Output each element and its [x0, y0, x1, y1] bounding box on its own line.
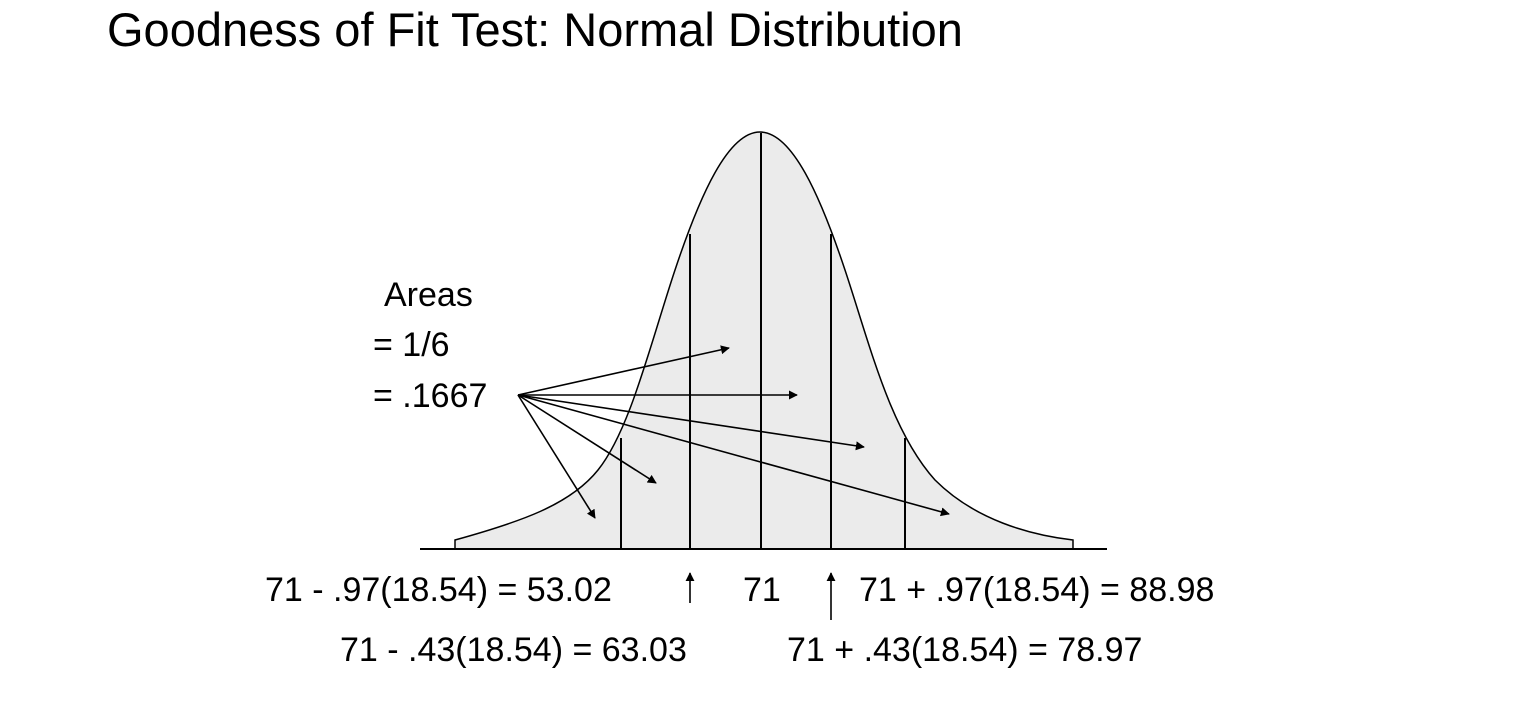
- bell-curve: [454, 131, 1074, 550]
- areas-label-line2: = 1/6: [373, 326, 450, 364]
- boundary-right-outer: 71 + .97(18.54) = 88.98: [859, 571, 1214, 609]
- arrow-region-1: [517, 394, 596, 519]
- areas-label-line3: = .1667: [373, 377, 487, 415]
- boundary-left-inner: 71 - .43(18.54) = 63.03: [340, 631, 687, 669]
- boundary-left-outer: 71 - .97(18.54) = 53.02: [265, 571, 612, 609]
- arrow-region-4: [517, 394, 865, 451]
- arrow-region-2b: [517, 394, 657, 484]
- area-arrows: [517, 345, 950, 519]
- areas-label-line1: Areas: [384, 276, 473, 314]
- boundary-center: 71: [743, 571, 781, 609]
- arrow-region-2: [517, 345, 730, 396]
- arrow-region-6: [517, 394, 950, 517]
- boundary-right-inner: 71 + .43(18.54) = 78.97: [787, 631, 1142, 669]
- slide-title: Goodness of Fit Test: Normal Distributio…: [107, 3, 963, 56]
